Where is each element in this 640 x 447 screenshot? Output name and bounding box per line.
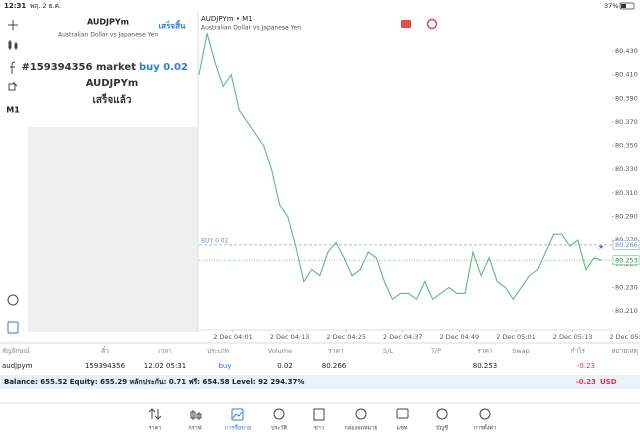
buy-button[interactable] [426,18,438,30]
table-cell: 80.266 [322,362,347,370]
tab-label[interactable]: ประวัติ [271,425,287,432]
chart-area: 80.430 80.410 80.390 80.370 80.350 80.330 80.3… [198,33,640,341]
y-tick-label: 80.230 [615,283,638,291]
table-header: เวลา [158,347,172,355]
table-header: ตั๋ว [101,346,109,355]
table-header: ราคา [477,347,492,355]
table-header: หมายเหตุ [611,347,638,355]
x-tick-label: 2 Dec 05:13 [553,333,593,341]
y-tick-label: 80.310 [615,189,638,197]
chat-icon[interactable] [396,408,409,419]
function-icon[interactable] [10,61,16,74]
x-tick-label: 2 Dec 05:01 [496,333,536,341]
order-marker: ★ [598,243,604,251]
x-tick-label: 2 Dec 04:25 [326,333,366,341]
x-tick-label: 2 Dec 04:13 [270,333,310,341]
indicators-icon[interactable] [8,40,18,50]
battery-icon [619,2,635,10]
timeframe[interactable]: M1 [6,106,20,115]
table-cell: audjpym [2,362,33,370]
x-tick-label: 2 Dec 04:01 [213,333,253,341]
history-icon[interactable] [273,408,285,420]
trade-icon-line [232,411,243,419]
chart-icon[interactable] [190,410,202,420]
summary-band [0,375,640,389]
x-tick-label: 2 Dec 05:25 [609,333,640,341]
chart-subtitle: Australian Dollar vs Japanese Yen [201,25,301,32]
order-id: #159394356 market [21,62,136,73]
y-tick-label: 80.290 [615,213,638,221]
battery-level [621,4,626,8]
done-button[interactable]: เสร็จสิ้น [159,20,186,31]
table-cell: 12.02 05:31 [144,362,186,370]
tab-label[interactable]: ข่าว [314,426,324,432]
table-header: ราคา [328,347,343,355]
account-summary: Balance: 655.52 Equity: 655.29 หลักประกั… [4,378,304,386]
table-header: S/L [383,347,393,355]
tab-label[interactable]: กล่องจดหมาย [344,426,377,432]
panel-empty-area [28,127,198,332]
order-symbol: AUDJPYm [86,78,139,89]
battery: 37% [604,2,618,10]
order-side: buy 0.02 [139,62,188,73]
table-header: Swap [512,347,530,355]
bid-price-box [612,255,640,266]
tab-icons [148,408,491,421]
settings-icon[interactable] [479,408,491,420]
quotes-icon[interactable] [148,408,162,420]
table-cell: 80.253 [473,362,498,370]
table-cell: -0.23 [577,362,595,370]
y-tick-label: 80.410 [615,71,638,79]
search-icon[interactable] [7,294,19,306]
sell-button[interactable] [401,20,411,28]
y-tick-label: 80.430 [615,47,638,55]
chart-title: AUDJPYm • M1 [201,15,253,23]
tab-label[interactable]: แชท [397,425,408,432]
objects-icon[interactable] [8,81,18,91]
price-line [198,33,603,301]
order-status: เสร็จแล้ว [93,92,132,106]
tab-label[interactable]: บัญชี [436,425,448,432]
currency: USD [600,378,617,386]
tab-label[interactable]: การตั้งค่า [474,424,496,432]
mail-icon[interactable] [355,408,367,420]
clock: 12:31 [4,2,26,10]
y-tick-label: 80.370 [615,118,638,126]
table-cell: buy [218,362,231,370]
order-line-label: BUY 0.02 [201,237,229,244]
table-cell: 0.02 [277,362,293,370]
summary-profit: -0.23 [576,378,596,386]
panel-description: Australian Dollar vs Japanese Yen [58,32,158,39]
order-price: 80.266 [615,241,638,249]
tab-label[interactable]: ราคา [149,426,162,432]
order-icon[interactable] [7,321,19,334]
news-icon[interactable] [313,408,325,421]
table-header: ประเภท [207,347,229,355]
y-tick-label: 80.350 [615,142,638,150]
tab-label[interactable]: การซื้อขาย [225,424,251,432]
table-header: Volume [268,347,292,355]
table-header: สัญลักษณ์ [2,347,30,355]
account-icon[interactable] [436,408,448,420]
toolbar [7,20,19,334]
table-cell: 159394356 [85,362,126,370]
table-header: กำไร [571,347,586,355]
order-price-box [612,240,640,250]
date: พฤ. 2 ธ.ค. [30,2,61,10]
x-tick-label: 2 Dec 04:49 [440,333,480,341]
x-tick-label: 2 Dec 04:37 [383,333,423,341]
panel-symbol[interactable]: AUDJPYm [87,18,129,27]
trade-icon[interactable] [231,408,244,421]
table-header: T/P [430,347,441,355]
crosshair-icon[interactable] [8,20,18,30]
tab-label[interactable]: กราฟ [188,425,201,432]
y-tick-label: 80.210 [615,307,638,315]
bid-price: 80.253 [615,256,638,264]
y-tick-label: 80.330 [615,165,638,173]
y-tick-label: 80.390 [615,94,638,102]
